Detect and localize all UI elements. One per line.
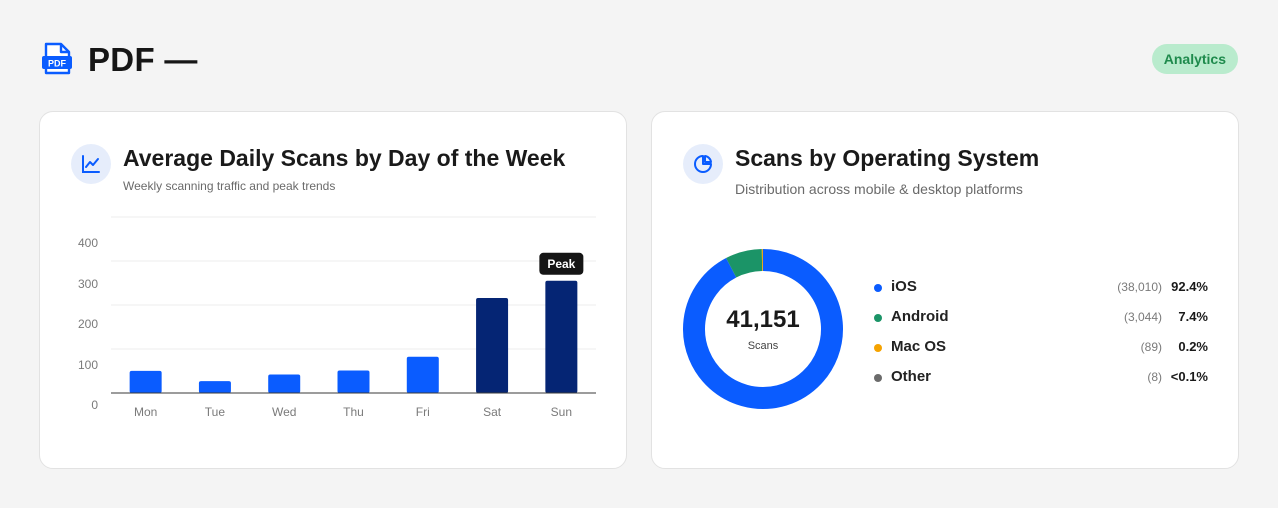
daily-scans-bar-chart: 0 100 200 300 400 Mon Tue Wed Thu Fri Sat Sun Peak (78, 216, 596, 419)
x-tick-label: Mon (134, 405, 157, 419)
x-tick-label: Thu (343, 405, 364, 419)
x-tick-label: Wed (272, 405, 296, 419)
legend-count: (38,010) (1117, 280, 1162, 294)
bar-mon[interactable] (129, 370, 162, 393)
bar-wed[interactable] (268, 374, 301, 393)
legend-item-other[interactable]: Other (8) <0.1% (874, 364, 1208, 394)
donut-total-label: Scans (747, 340, 779, 352)
legend-dot-mac-os (874, 344, 882, 352)
os-donut-chart (683, 249, 843, 409)
legend-name: Other (891, 368, 932, 385)
x-tick-label: Fri (416, 405, 430, 419)
os-scans-title: Scans by Operating System (735, 145, 1040, 171)
os-scans-subtitle: Distribution across mobile & desktop pla… (735, 181, 1023, 197)
bar-thu[interactable] (337, 370, 370, 393)
x-tick-label: Tue (205, 405, 226, 419)
bar-fri[interactable] (406, 356, 439, 393)
peak-tag: Peak (539, 252, 584, 275)
legend-pct: <0.1% (1170, 369, 1208, 384)
donut-total: 41,151 (726, 306, 800, 333)
legend-item-ios[interactable]: iOS (38,010) 92.4% (874, 274, 1208, 304)
daily-scans-title: Average Daily Scans by Day of the Week (123, 145, 566, 171)
x-tick-label: Sun (551, 405, 572, 419)
line-chart-icon (71, 144, 111, 184)
legend-pct: 92.4% (1171, 279, 1208, 294)
legend-count: (8) (1147, 370, 1162, 384)
peak-label: Peak (547, 257, 575, 271)
y-tick-label: 300 (78, 277, 98, 291)
pdf-icon-label: PDF (48, 59, 67, 69)
legend-pct: 7.4% (1178, 309, 1208, 324)
bar-sat[interactable] (476, 297, 509, 393)
donut-slice-android[interactable] (726, 249, 763, 278)
legend-dot-other (874, 374, 882, 382)
legend-name: Mac OS (891, 338, 947, 355)
bar-sun[interactable] (545, 280, 578, 393)
legend-name: iOS (891, 278, 917, 295)
daily-scans-subtitle: Weekly scanning traffic and peak trends (123, 179, 336, 193)
page-title: PDF — (88, 41, 198, 78)
os-legend: iOS (38,010) 92.4% Android (3,044) 7.4% … (874, 274, 1208, 394)
analytics-badge[interactable]: Analytics (1151, 44, 1238, 74)
legend-item-mac-os[interactable]: Mac OS (89) 0.2% (874, 334, 1208, 364)
legend-dot-android (874, 314, 882, 322)
y-tick-label: 100 (78, 358, 98, 372)
os-scans-card: Scans by Operating System Distribution a… (651, 111, 1239, 469)
legend-name: Android (891, 308, 949, 325)
y-tick-label: 200 (78, 317, 98, 331)
legend-pct: 0.2% (1178, 339, 1208, 354)
page-header: PDF PDF — Analytics (40, 40, 1238, 80)
y-tick-label: 0 (91, 398, 98, 412)
x-tick-label: Sat (483, 405, 502, 419)
legend-count: (3,044) (1123, 310, 1162, 324)
donut-slice-ios[interactable] (683, 249, 843, 409)
pdf-file-icon: PDF (42, 42, 72, 75)
pie-chart-icon (683, 144, 723, 184)
bar-tue[interactable] (198, 381, 231, 393)
legend-item-android[interactable]: Android (3,044) 7.4% (874, 304, 1208, 334)
daily-scans-card: Average Daily Scans by Day of the Week W… (39, 111, 627, 469)
y-tick-label: 400 (78, 236, 98, 250)
legend-dot-ios (874, 284, 882, 292)
legend-count: (89) (1140, 340, 1162, 354)
donut-center: 41,151 Scans (682, 248, 844, 410)
